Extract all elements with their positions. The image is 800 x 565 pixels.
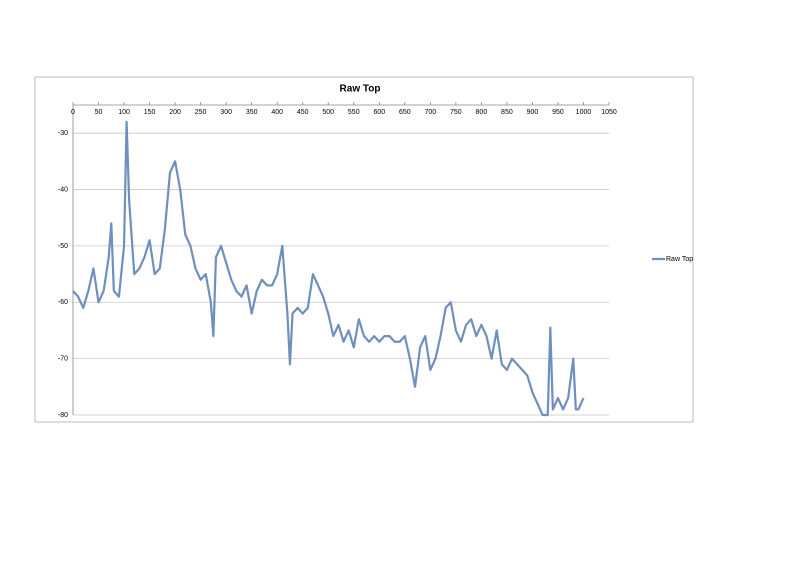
x-tick-label: 900 — [527, 109, 539, 116]
x-tick-label: 800 — [476, 109, 488, 116]
chart-frame — [34, 76, 694, 423]
x-tick-label: 700 — [424, 109, 436, 116]
x-tick-label: 650 — [399, 109, 411, 116]
x-tick-label: 350 — [246, 109, 258, 116]
x-tick-label: 100 — [118, 109, 130, 116]
x-tick-label: 1000 — [576, 109, 592, 116]
x-tick-label: 50 — [95, 109, 103, 116]
y-tick-label: -40 — [58, 186, 68, 193]
y-tick-label: -30 — [58, 130, 68, 137]
x-tick-label: 150 — [144, 109, 156, 116]
x-tick-label: 300 — [220, 109, 232, 116]
y-tick-label: -70 — [58, 355, 68, 362]
x-tick-label: 850 — [501, 109, 513, 116]
x-tick-label: 500 — [322, 109, 334, 116]
x-tick-label: 550 — [348, 109, 360, 116]
x-tick-label: 0 — [71, 109, 75, 116]
x-tick-label: 600 — [373, 109, 385, 116]
y-tick-label: -80 — [58, 412, 68, 419]
y-tick-label: -50 — [58, 243, 68, 250]
x-tick-label: 400 — [271, 109, 283, 116]
x-tick-label: 1050 — [601, 109, 617, 116]
chart-title: Raw Top — [340, 84, 381, 95]
legend-label: Raw Top — [666, 256, 693, 263]
x-tick-label: 950 — [552, 109, 564, 116]
x-tick-label: 200 — [169, 109, 181, 116]
y-tick-label: -60 — [58, 299, 68, 306]
x-tick-label: 750 — [450, 109, 462, 116]
x-tick-label: 450 — [297, 109, 309, 116]
x-tick-label: 250 — [195, 109, 207, 116]
data-line — [72, 120, 585, 417]
